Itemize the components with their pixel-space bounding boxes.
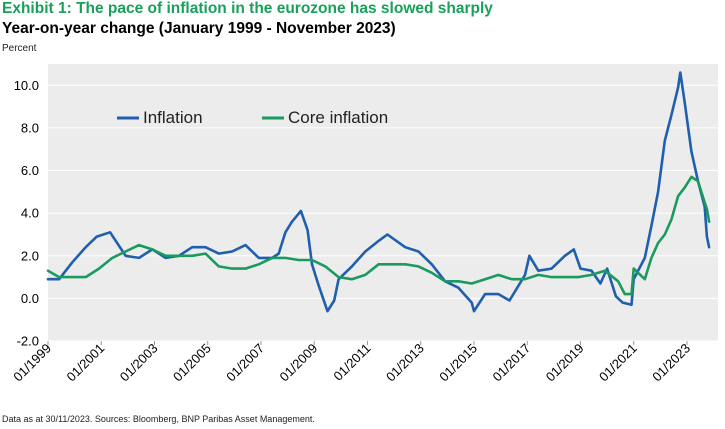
legend-core-inflation-label: Core inflation: [288, 108, 388, 127]
x-tick-label: 01/2017: [489, 341, 533, 385]
chart-title: Exhibit 1: The pace of inflation in the …: [2, 0, 493, 17]
grid-lines: [48, 84, 718, 342]
series-lines: [46, 71, 711, 313]
x-tick-label: 01/2019: [543, 341, 587, 385]
x-tick-label: 01/2003: [117, 341, 161, 385]
x-axis-ticks: 01/1999 01/2001 01/2003 01/2005 01/2007 01/20…: [10, 341, 693, 385]
y-tick-label: 8.0: [21, 120, 39, 135]
y-tick-label: 0.0: [21, 291, 39, 306]
y-tick-label: 2.0: [21, 248, 39, 263]
x-tick-label: 01/2005: [170, 341, 214, 385]
y-tick-label: 10.0: [14, 78, 39, 93]
x-tick-label: 01/2015: [436, 341, 480, 385]
y-tick-label: 4.0: [21, 206, 39, 221]
x-tick-label: 01/2001: [64, 341, 108, 385]
x-tick-label: 01/2013: [383, 341, 427, 385]
chart-subtitle: Year-on-year change (January 1999 - Nove…: [2, 20, 396, 37]
y-tick-label: 6.0: [21, 163, 39, 178]
x-tick-label: 01/2023: [649, 341, 693, 385]
inflation-line-chart: -2.0 0.0 2.0 4.0 6.0 8.0 10.0 01/1999 01/2001 01…: [10, 64, 718, 385]
x-tick-label: 01/2011: [330, 341, 373, 384]
y-axis-unit: Percent: [2, 43, 37, 54]
y-tick-label: -2.0: [17, 334, 39, 349]
y-axis-ticks: -2.0 0.0 2.0 4.0 6.0 8.0 10.0: [14, 78, 39, 349]
x-tick-label: 01/2007: [223, 341, 267, 385]
core-inflation-series-line: [46, 175, 711, 296]
x-tick-label: 01/2021: [596, 341, 640, 385]
x-tick-label: 01/2009: [277, 341, 321, 385]
plot-area: [48, 64, 718, 341]
source-note: Data as at 30/11/2023. Sources: Bloomber…: [2, 414, 315, 424]
inflation-series-line: [46, 71, 711, 313]
legend: Inflation Core inflation: [117, 108, 388, 127]
legend-inflation-label: Inflation: [143, 108, 203, 127]
